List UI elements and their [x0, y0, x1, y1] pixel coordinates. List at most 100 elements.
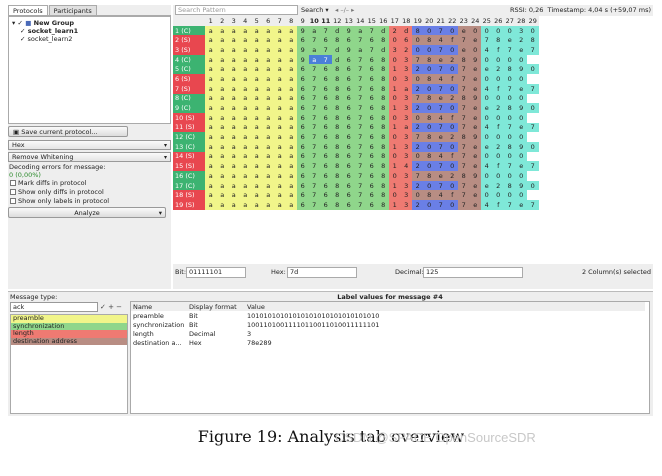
table-cell[interactable]: a — [285, 200, 297, 210]
table-cell[interactable]: a — [262, 141, 274, 152]
table-row[interactable]: 8 (C) a a a a a a a a 6 7 6 8 6 7 6 8 0 3 7 8 e 2 8 9 0 0 0 0 — [173, 93, 539, 104]
table-row[interactable]: 2 (S) a a a a a a a a 6 7 6 8 6 7 6 8 0 6 0 8 4 f 7 e 7 8 e 2 8 — [173, 35, 539, 46]
checkbox-icon[interactable] — [10, 189, 16, 195]
table-cell[interactable]: 0 — [492, 74, 504, 84]
table-cell[interactable]: 0 — [515, 54, 527, 65]
only-diffs-check[interactable]: Show only diffs in protocol — [8, 188, 171, 197]
column-header[interactable]: 6 — [262, 16, 274, 26]
table-cell[interactable]: 9 — [515, 180, 527, 191]
table-cell[interactable]: a — [216, 171, 228, 181]
table-cell[interactable]: 0 — [527, 103, 539, 113]
table-cell[interactable]: 0 — [423, 83, 435, 94]
table-cell[interactable]: a — [239, 64, 251, 75]
table-cell[interactable]: a — [262, 190, 274, 201]
table-cell[interactable]: 8 — [377, 180, 389, 191]
table-cell[interactable]: 7 — [308, 200, 320, 210]
protocol-table-grid[interactable]: 1 2 3 4 5 6 7 8 9 10 11 12 13 14 15 16 17 18 19 20 21 22 23 24 2… — [173, 16, 539, 210]
chevron-down-icon[interactable]: ▾ — [158, 209, 162, 217]
table-cell[interactable]: 0 — [446, 122, 458, 133]
table-cell[interactable]: a — [216, 141, 228, 152]
table-cell[interactable]: 7 — [308, 161, 320, 171]
table-cell[interactable]: 2 — [412, 83, 424, 94]
table-cell[interactable]: 7 — [435, 64, 447, 75]
table-cell[interactable]: a — [251, 64, 263, 75]
table-cell[interactable]: 3 — [400, 64, 412, 75]
mark-diffs-check[interactable]: Mark diffs in protocol — [8, 179, 171, 188]
table-cell[interactable]: a — [285, 103, 297, 113]
table-row[interactable]: 5 (C) a a a a a a a a 6 7 6 8 6 7 6 8 1 3 2 0 7 0 7 e e 2 8 9 0 — [173, 64, 539, 75]
table-cell[interactable]: 3 — [400, 103, 412, 113]
table-row[interactable]: 3 (S) a a a a a a a a 9 a 7 d 9 a 7 d 3 2 0 0 7 0 e 0 4 f 7 e 7 — [173, 45, 539, 55]
cell-format[interactable]: Decimal — [189, 329, 216, 338]
table-cell[interactable]: 7 — [308, 141, 320, 152]
table-cell[interactable]: a — [274, 132, 286, 142]
table-cell[interactable]: a — [274, 64, 286, 75]
table-cell[interactable]: 6 — [343, 171, 355, 181]
table-cell[interactable]: a — [216, 161, 228, 171]
table-cell[interactable]: d — [331, 45, 343, 55]
table-row[interactable]: preamble Bit 10101010101010101010101010101… — [131, 311, 645, 320]
table-cell[interactable]: a — [285, 190, 297, 201]
table-cell[interactable]: f — [492, 200, 504, 210]
table-cell[interactable]: 7 — [435, 122, 447, 133]
checkbox-icon[interactable]: ✓ — [20, 35, 26, 43]
table-cell[interactable]: 0 — [423, 180, 435, 191]
table-cell[interactable]: 7 — [504, 161, 516, 171]
table-cell[interactable]: a — [262, 64, 274, 75]
table-cell[interactable]: a — [239, 103, 251, 113]
table-cell[interactable]: 1 — [389, 122, 401, 133]
column-header[interactable]: 9 — [297, 16, 309, 26]
table-cell[interactable]: 2 — [412, 64, 424, 75]
table-cell[interactable]: 0 — [423, 45, 435, 55]
table-cell[interactable]: a — [251, 93, 263, 104]
table-cell[interactable]: 6 — [343, 132, 355, 142]
table-cell[interactable]: a — [274, 161, 286, 171]
table-cell[interactable]: 2 — [446, 93, 458, 104]
table-cell[interactable]: 7 — [435, 25, 447, 36]
table-cell[interactable]: 8 — [527, 35, 539, 46]
table-cell[interactable]: 7 — [504, 122, 516, 133]
table-cell[interactable]: 6 — [343, 83, 355, 94]
table-cell[interactable] — [527, 190, 539, 201]
row-header[interactable]: 10 (S) — [173, 112, 205, 123]
table-cell[interactable]: 7 — [435, 83, 447, 94]
table-cell[interactable]: a — [285, 141, 297, 152]
table-cell[interactable]: 2 — [389, 25, 401, 36]
table-cell[interactable]: 0 — [412, 190, 424, 201]
table-cell[interactable]: 2 — [492, 180, 504, 191]
table-cell[interactable] — [527, 112, 539, 123]
table-cell[interactable]: a — [251, 180, 263, 191]
table-cell[interactable]: a — [262, 200, 274, 210]
column-header[interactable]: 29 — [527, 16, 539, 26]
table-cell[interactable]: 3 — [515, 25, 527, 36]
table-cell[interactable]: a — [274, 200, 286, 210]
table-cell[interactable]: 2 — [400, 45, 412, 55]
table-cell[interactable]: 6 — [343, 151, 355, 162]
table-cell[interactable]: 6 — [366, 103, 378, 113]
column-header[interactable]: 2 — [216, 16, 228, 26]
table-cell[interactable]: 8 — [423, 35, 435, 46]
table-cell[interactable]: 6 — [343, 93, 355, 104]
table-cell[interactable]: a — [262, 83, 274, 94]
table-cell[interactable]: 7 — [354, 54, 366, 65]
table-cell[interactable]: a — [262, 112, 274, 123]
message-type-actions[interactable]: ✓ + − — [100, 303, 123, 311]
table-cell[interactable]: 0 — [492, 54, 504, 65]
table-cell[interactable]: 8 — [492, 35, 504, 46]
table-cell[interactable]: a — [251, 83, 263, 94]
table-cell[interactable]: 7 — [354, 93, 366, 104]
table-cell[interactable]: 8 — [377, 64, 389, 75]
table-cell[interactable]: a — [285, 161, 297, 171]
tab-participants[interactable]: Participants — [48, 5, 97, 15]
column-header[interactable]: 23 — [458, 16, 470, 26]
table-cell[interactable]: e — [481, 141, 493, 152]
table-cell[interactable]: 2 — [515, 35, 527, 46]
table-cell[interactable] — [527, 74, 539, 84]
table-cell[interactable]: f — [446, 151, 458, 162]
table-cell[interactable]: a — [262, 25, 274, 36]
tree-item[interactable]: ✓ socket_learn1 — [12, 27, 167, 35]
table-cell[interactable]: 6 — [366, 122, 378, 133]
table-cell[interactable]: 1 — [389, 161, 401, 171]
table-cell[interactable]: a — [400, 83, 412, 94]
table-cell[interactable]: 8 — [377, 200, 389, 210]
